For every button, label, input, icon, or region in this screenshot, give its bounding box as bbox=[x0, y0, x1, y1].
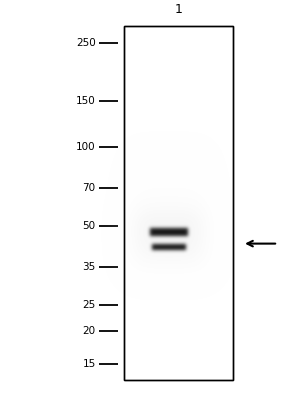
Text: 35: 35 bbox=[83, 262, 96, 272]
Text: 100: 100 bbox=[76, 142, 96, 152]
Text: 250: 250 bbox=[76, 38, 96, 48]
Text: 25: 25 bbox=[83, 300, 96, 310]
Text: 70: 70 bbox=[83, 183, 96, 193]
Bar bbox=[124, 26, 233, 380]
Text: 20: 20 bbox=[83, 326, 96, 336]
Text: 50: 50 bbox=[83, 222, 96, 232]
Text: 150: 150 bbox=[76, 96, 96, 106]
Text: 15: 15 bbox=[83, 359, 96, 369]
Text: 1: 1 bbox=[175, 4, 183, 16]
Bar bbox=[124, 26, 233, 380]
